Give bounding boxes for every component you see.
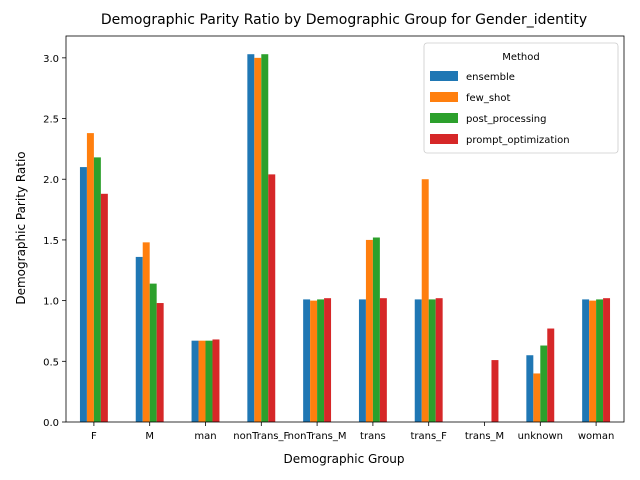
legend-label-ensemble: ensemble	[466, 72, 515, 83]
bar-ensemble-F	[79, 167, 87, 422]
legend-swatch-ensemble	[430, 71, 458, 81]
x-tick-label: man	[194, 431, 216, 442]
bar-prompt_optimization-trans_F	[435, 298, 443, 422]
bar-post_processing-unknown	[540, 345, 548, 422]
bar-ensemble-man	[191, 340, 199, 422]
chart-title: Demographic Parity Ratio by Demographic …	[101, 12, 587, 28]
legend-label-few_shot: few_shot	[466, 93, 511, 104]
legend-box	[423, 42, 619, 154]
y-tick-label: 1.0	[43, 297, 59, 308]
x-tick-label: unknown	[518, 431, 563, 442]
bar-ensemble-woman	[582, 299, 590, 422]
bar-post_processing-nonTrans_M	[317, 299, 325, 422]
bar-post_processing-trans_F	[428, 299, 436, 422]
x-tick-label: trans_F	[410, 431, 447, 442]
legend-swatch-post_processing	[430, 113, 458, 123]
bar-prompt_optimization-woman	[603, 298, 611, 422]
bar-few_shot-unknown	[533, 373, 541, 422]
x-tick-label: trans	[360, 431, 386, 442]
y-tick-label: 3.0	[43, 54, 59, 65]
bar-few_shot-trans	[365, 239, 373, 422]
bar-few_shot-woman	[589, 300, 597, 422]
bar-few_shot-M	[142, 242, 150, 422]
bar-post_processing-woman	[596, 299, 604, 422]
bar-ensemble-trans	[358, 299, 366, 422]
bar-post_processing-F	[93, 157, 101, 422]
legend-title: Method	[502, 52, 540, 63]
bar-post_processing-nonTrans_F	[261, 54, 269, 423]
y-tick-label: 2.5	[43, 115, 59, 126]
x-tick-label: nonTrans_F	[233, 431, 289, 442]
bar-prompt_optimization-nonTrans_M	[324, 298, 332, 422]
bar-ensemble-nonTrans_F	[247, 54, 255, 423]
bar-few_shot-nonTrans_M	[310, 300, 318, 422]
bar-ensemble-M	[135, 256, 143, 422]
bar-prompt_optimization-trans_M	[491, 360, 499, 422]
x-tick-label: M	[145, 431, 154, 442]
bar-few_shot-man	[198, 340, 206, 422]
bar-prompt_optimization-trans	[379, 298, 387, 422]
y-tick-label: 0.0	[43, 418, 59, 429]
bar-post_processing-M	[149, 283, 157, 422]
bar-few_shot-trans_F	[421, 179, 429, 422]
x-tick-label: woman	[578, 431, 615, 442]
legend-swatch-prompt_optimization	[430, 134, 458, 144]
bar-few_shot-F	[86, 133, 94, 423]
y-tick-label: 2.0	[43, 175, 59, 186]
legend-swatch-few_shot	[430, 92, 458, 102]
bar-ensemble-nonTrans_M	[303, 299, 311, 422]
y-axis-label: Demographic Parity Ratio	[14, 151, 28, 304]
y-tick-label: 1.5	[43, 236, 59, 247]
x-tick-label: trans_M	[465, 431, 504, 442]
bar-post_processing-man	[205, 340, 213, 422]
bar-ensemble-unknown	[526, 355, 534, 422]
bar-prompt_optimization-man	[212, 339, 220, 422]
y-tick-label: 0.5	[43, 357, 59, 368]
bar-few_shot-nonTrans_F	[254, 57, 262, 422]
legend-label-prompt_optimization: prompt_optimization	[466, 135, 570, 146]
bar-post_processing-trans	[372, 237, 380, 422]
x-axis-label: Demographic Group	[283, 452, 404, 466]
bar-prompt_optimization-unknown	[547, 328, 555, 422]
legend-label-post_processing: post_processing	[466, 114, 547, 125]
x-tick-label: nonTrans_M	[288, 431, 347, 442]
axes-frame	[65, 35, 625, 423]
bar-prompt_optimization-nonTrans_F	[268, 174, 276, 422]
bar-ensemble-trans_F	[414, 299, 422, 422]
bar-prompt_optimization-M	[156, 303, 164, 422]
bar-prompt_optimization-F	[100, 193, 108, 422]
x-tick-label: F	[91, 431, 97, 442]
